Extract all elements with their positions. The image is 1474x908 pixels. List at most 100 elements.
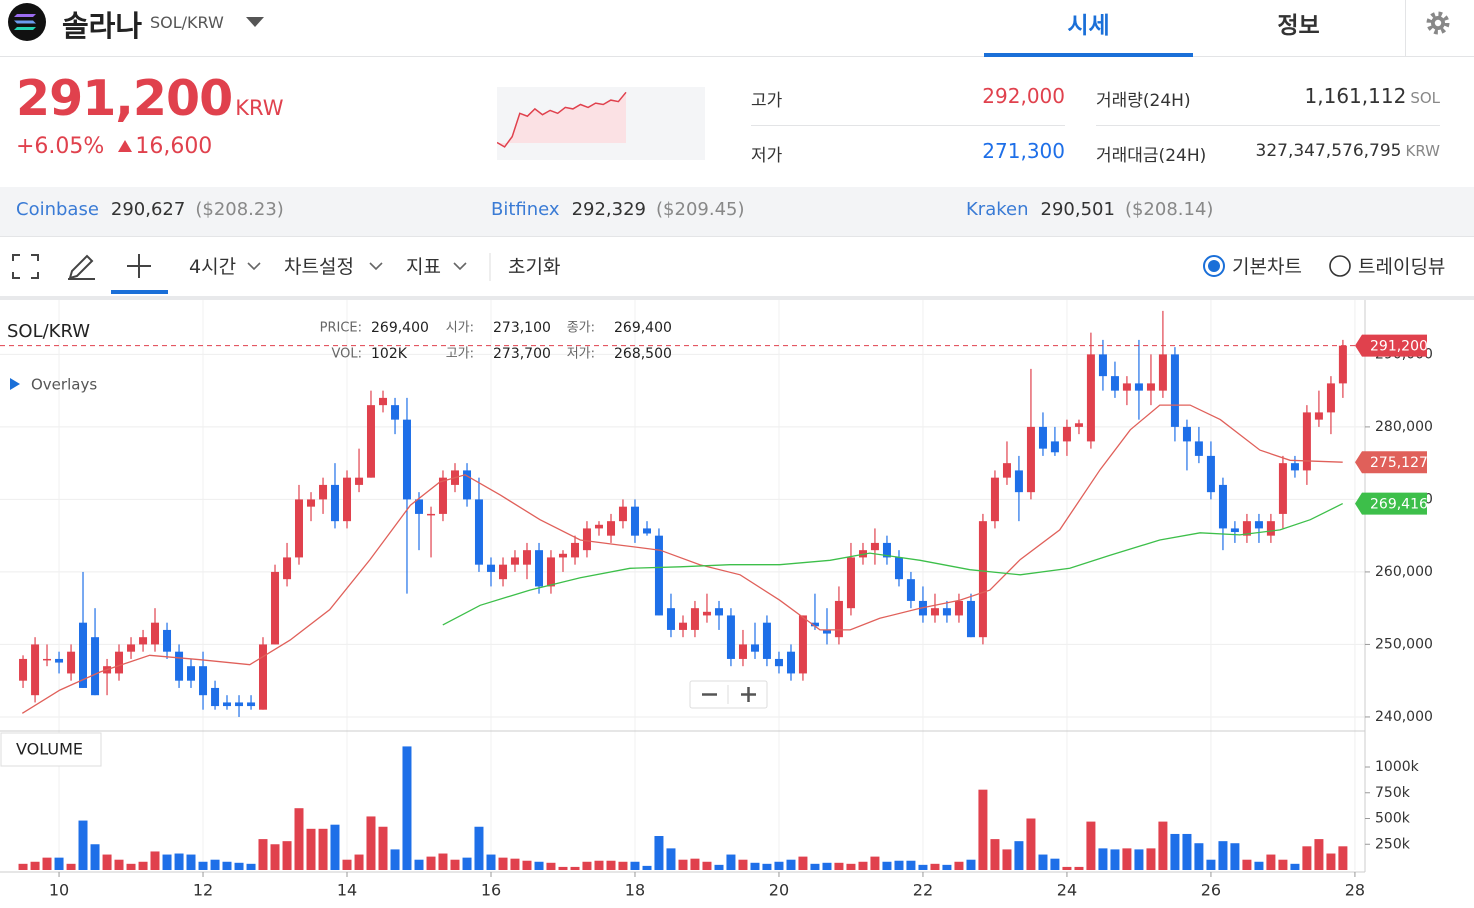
volume-bar [786,859,796,870]
volume-bar [618,861,628,870]
info-label: 시가: [446,321,474,336]
overlays-label[interactable]: Overlays [31,376,97,394]
reset-button[interactable]: 초기화 [508,256,561,278]
volume-bar [330,824,340,870]
volume-bar [1170,833,1180,870]
view-option[interactable]: 트레이딩뷰 [1358,256,1446,278]
candle-body [1338,345,1347,384]
volume-bar [630,861,640,870]
volume-bar [90,844,100,870]
volume-bar [1206,859,1216,870]
candle-body [942,608,951,616]
candle-body [379,397,388,406]
interval-select[interactable]: 4시간 [189,256,237,278]
volume-bar [1110,849,1120,870]
toolbar-icons [0,253,1474,300]
volume-bar [426,856,436,870]
stat-unit: KRW [1405,142,1440,160]
volume-bar [474,826,484,870]
chart-settings[interactable]: 차트설정 [284,256,354,278]
candle-body [1134,383,1143,391]
candle-body [31,644,40,696]
info-value: 269,400 [371,320,429,336]
candle-body [630,506,639,536]
candle-body [846,557,855,609]
exchange-name[interactable]: Kraken [966,199,1029,220]
volume-bar [822,862,832,870]
candle-body [1074,423,1083,427]
candle-body [666,608,675,630]
volume-bar [906,860,916,870]
volume-bar [1314,839,1324,870]
candle-body [115,651,124,674]
candle-body [211,687,220,707]
crosshair-icon[interactable] [127,254,151,278]
coin-dropdown[interactable] [245,15,267,29]
candle-body [643,528,652,534]
volume-bar [546,862,556,870]
indicators[interactable]: 지표 [406,256,441,278]
volume-tick-label: 250k [1375,836,1411,852]
volume-bar [966,859,976,870]
volume-bar [1098,848,1108,870]
draw-icon[interactable] [68,254,95,280]
overlay-toggle[interactable] [10,378,20,390]
info-label: 저가: [567,347,595,362]
volume-bar [1158,821,1168,870]
coin-logo [8,3,46,41]
candle-body [438,477,447,514]
volume-bar [234,862,244,870]
volume-bar [846,863,856,870]
volume-tick-label: 1000k [1375,759,1420,775]
candle-body [271,571,280,645]
volume-bar [1182,833,1192,870]
candle-body [582,528,591,551]
tab[interactable]: 시세 [1067,13,1110,39]
radio-selected[interactable] [1203,255,1225,277]
volume-bar [714,864,724,870]
candle-body [1218,484,1227,529]
candle-body [738,644,747,659]
volume-bar [114,859,124,870]
volume-bar [1278,859,1288,870]
candle-body [499,564,508,580]
candle-body [690,608,699,630]
candle-body [175,651,184,681]
info-value: 102K [371,346,408,362]
volume-bar [1026,818,1036,870]
divider [1405,0,1406,57]
volume-bar [1194,843,1204,870]
volume-bar [1074,866,1084,870]
candle-body [798,615,807,674]
volume-bar [1326,853,1336,870]
x-tick-label: 18 [625,881,645,900]
tab[interactable]: 정보 [1277,13,1320,39]
candle-body [906,579,915,601]
divider [751,125,1065,126]
price-tag-label: 291,200 [1370,339,1428,355]
candle-body [199,666,208,696]
axes: 240,000250,000260,000270,000280,000290,0… [0,300,1433,900]
settings-icon[interactable] [1424,9,1452,37]
candle-body [702,611,711,616]
candle-body [654,535,663,616]
candle-body [546,557,555,587]
exchange-name[interactable]: Bitfinex [491,199,560,220]
candle-body [1278,463,1287,514]
zoom-in[interactable] [741,687,756,702]
stat-label: 저가 [751,146,783,166]
radio[interactable] [1329,255,1351,277]
info-value: 273,100 [493,320,551,336]
stat-number: 327,347,576,795 [1255,141,1402,161]
exchange-name[interactable]: Coinbase [16,199,99,220]
volume-bar [414,859,424,870]
volume-bar [774,861,784,870]
fullscreen-icon[interactable] [12,254,39,279]
candle-body [186,666,195,681]
view-option[interactable]: 기본차트 [1232,256,1302,278]
change-amount: 16,600 [135,134,213,159]
volume-bar [1122,848,1132,870]
volume-bar [642,865,652,870]
volume-bar [354,854,364,870]
